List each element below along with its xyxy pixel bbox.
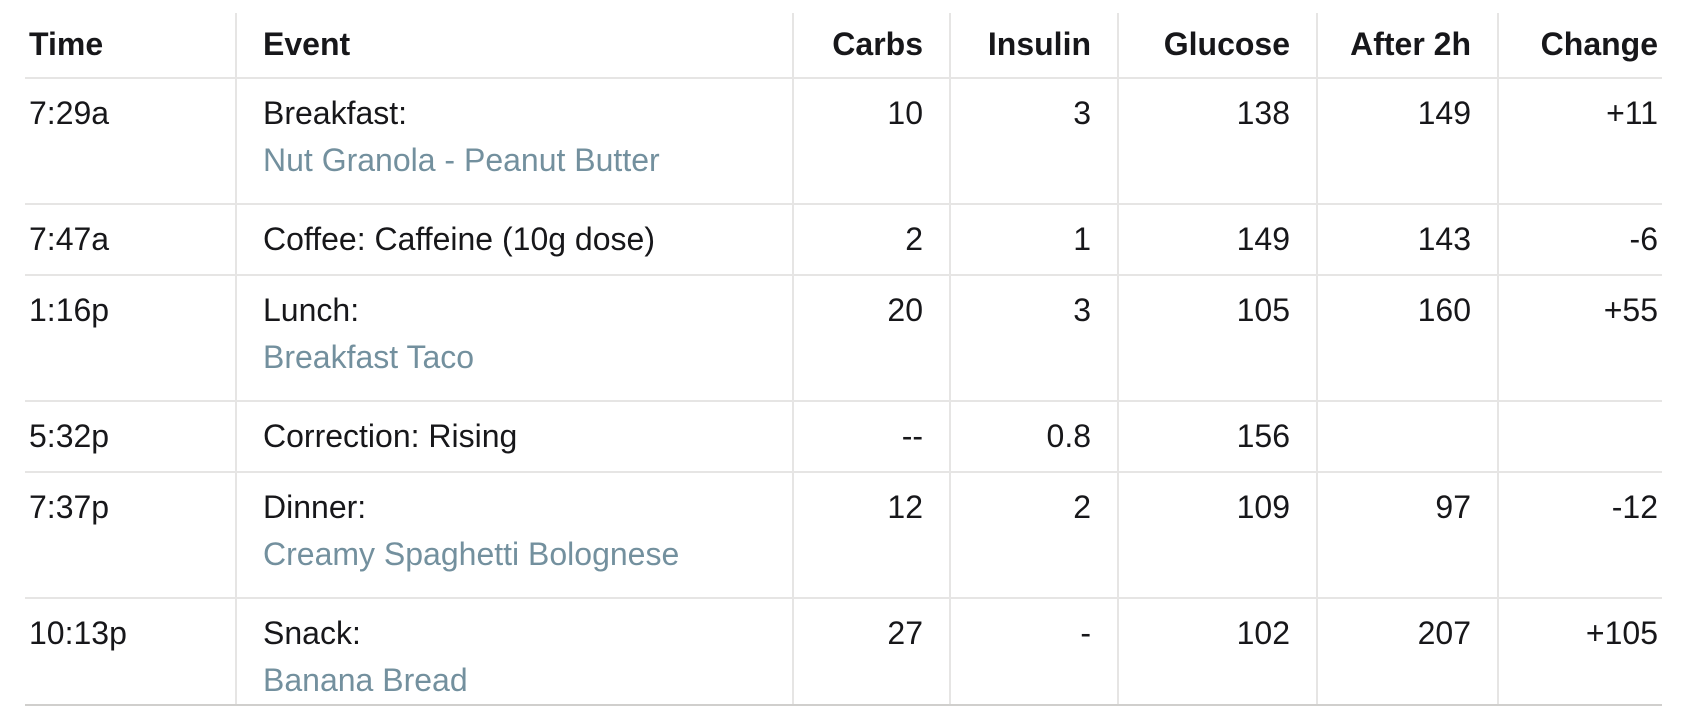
cell-carbs[interactable]: 20	[793, 275, 951, 402]
cell-glucose[interactable]: 105	[1118, 275, 1318, 402]
column-header-insulin[interactable]: Insulin	[950, 13, 1119, 79]
cell-carbs[interactable]: 27	[793, 598, 951, 706]
table-row[interactable]: 7:29a Breakfast: Nut Granola - Peanut Bu…	[25, 78, 1662, 205]
event-title: Lunch:	[263, 292, 360, 328]
cell-after-2h[interactable]: 160	[1317, 275, 1499, 402]
cell-insulin[interactable]: 3	[950, 275, 1119, 402]
cell-carbs[interactable]: --	[793, 401, 951, 473]
cell-time[interactable]: 7:29a	[25, 78, 237, 205]
table-row[interactable]: 10:13p Snack: Banana Bread 27 - 102 207 …	[25, 598, 1662, 706]
table-body: 7:29a Breakfast: Nut Granola - Peanut Bu…	[25, 78, 1662, 706]
event-title: Correction: Rising	[263, 418, 518, 454]
column-header-carbs[interactable]: Carbs	[793, 13, 951, 79]
cell-insulin[interactable]: 2	[950, 472, 1119, 599]
event-title: Dinner:	[263, 489, 367, 525]
cell-after-2h[interactable]: 149	[1317, 78, 1499, 205]
cell-insulin[interactable]: 1	[950, 204, 1119, 276]
cell-change[interactable]: +105	[1498, 598, 1662, 706]
table-row[interactable]: 1:16p Lunch: Breakfast Taco 20 3 105 160…	[25, 275, 1662, 402]
cell-event[interactable]: Breakfast: Nut Granola - Peanut Butter	[236, 78, 794, 205]
cell-insulin[interactable]: 3	[950, 78, 1119, 205]
cell-glucose[interactable]: 109	[1118, 472, 1318, 599]
cell-after-2h[interactable]: 207	[1317, 598, 1499, 706]
event-food-link[interactable]: Nut Granola - Peanut Butter	[263, 142, 660, 178]
cell-change[interactable]: +55	[1498, 275, 1662, 402]
cell-insulin[interactable]: -	[950, 598, 1119, 706]
cell-change[interactable]: +11	[1498, 78, 1662, 205]
cell-time[interactable]: 5:32p	[25, 401, 237, 473]
cell-after-2h[interactable]	[1317, 401, 1499, 473]
table-row[interactable]: 5:32p Correction: Rising -- 0.8 156	[25, 401, 1662, 473]
cell-glucose[interactable]: 156	[1118, 401, 1318, 473]
column-header-event[interactable]: Event	[236, 13, 794, 79]
cell-carbs[interactable]: 10	[793, 78, 951, 205]
cell-event[interactable]: Coffee: Caffeine (10g dose)	[236, 204, 794, 276]
cell-insulin[interactable]: 0.8	[950, 401, 1119, 473]
cell-glucose[interactable]: 102	[1118, 598, 1318, 706]
table-row[interactable]: 7:47a Coffee: Caffeine (10g dose) 2 1 14…	[25, 204, 1662, 276]
cell-time[interactable]: 7:47a	[25, 204, 237, 276]
cell-carbs[interactable]: 12	[793, 472, 951, 599]
event-food-link[interactable]: Breakfast Taco	[263, 339, 475, 375]
cell-event[interactable]: Lunch: Breakfast Taco	[236, 275, 794, 402]
cell-change[interactable]: -12	[1498, 472, 1662, 599]
event-title: Breakfast:	[263, 95, 408, 131]
event-food-link[interactable]: Creamy Spaghetti Bolognese	[263, 536, 680, 572]
event-title: Coffee: Caffeine (10g dose)	[263, 221, 655, 257]
cell-time[interactable]: 1:16p	[25, 275, 237, 402]
cell-event[interactable]: Snack: Banana Bread	[236, 598, 794, 706]
cell-time[interactable]: 10:13p	[25, 598, 237, 706]
event-title: Snack:	[263, 615, 361, 651]
header-row: Time Event Carbs Insulin Glucose After 2…	[25, 13, 1662, 79]
table-row[interactable]: 7:37p Dinner: Creamy Spaghetti Bolognese…	[25, 472, 1662, 599]
cell-time[interactable]: 7:37p	[25, 472, 237, 599]
event-food-link[interactable]: Banana Bread	[263, 662, 468, 698]
cell-after-2h[interactable]: 97	[1317, 472, 1499, 599]
cell-event[interactable]: Dinner: Creamy Spaghetti Bolognese	[236, 472, 794, 599]
data-table: Time Event Carbs Insulin Glucose After 2…	[25, 13, 1662, 706]
cell-change[interactable]	[1498, 401, 1662, 473]
cell-glucose[interactable]: 138	[1118, 78, 1318, 205]
column-header-glucose[interactable]: Glucose	[1118, 13, 1318, 79]
cell-change[interactable]: -6	[1498, 204, 1662, 276]
cell-after-2h[interactable]: 143	[1317, 204, 1499, 276]
column-header-time[interactable]: Time	[25, 13, 237, 79]
cell-event[interactable]: Correction: Rising	[236, 401, 794, 473]
cell-glucose[interactable]: 149	[1118, 204, 1318, 276]
column-header-change[interactable]: Change	[1498, 13, 1662, 79]
cell-carbs[interactable]: 2	[793, 204, 951, 276]
column-header-after-2h[interactable]: After 2h	[1317, 13, 1499, 79]
